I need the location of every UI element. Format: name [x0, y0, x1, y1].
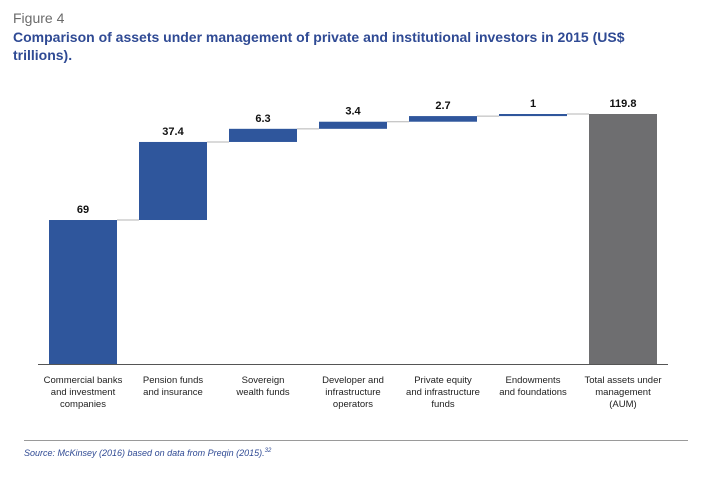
- bar: [139, 141, 207, 221]
- source-text: Source: McKinsey (2016) based on data fr…: [24, 448, 265, 458]
- data-label: 3.4: [345, 106, 361, 118]
- bar: [49, 220, 117, 364]
- category-label: Sovereign wealth funds: [235, 375, 290, 398]
- category-label-line: Endowments: [506, 375, 561, 386]
- category-label-line: infrastructure: [325, 387, 380, 398]
- source-note: Source: McKinsey (2016) based on data fr…: [24, 448, 271, 458]
- source-reference: 32: [264, 448, 272, 454]
- bar: [319, 121, 387, 129]
- category-label-line: Developer and: [322, 375, 384, 386]
- bar: [409, 116, 477, 122]
- category-label-line: Sovereign: [242, 375, 285, 386]
- category-label-line: Commercial banks: [44, 375, 123, 386]
- data-label: 2.7: [435, 100, 450, 112]
- data-label: 37.4: [162, 126, 184, 138]
- category-label-line: Private equity: [414, 375, 472, 386]
- category-label-line: management: [595, 387, 651, 398]
- category-label: Developer and infrastructure operators: [322, 375, 384, 410]
- category-label-line: and foundations: [499, 387, 567, 398]
- category-label: Total assets under management (AUM): [584, 375, 661, 410]
- data-label: 1: [530, 98, 536, 110]
- category-label-line: (AUM): [609, 399, 636, 410]
- data-label: 6.3: [255, 113, 270, 125]
- category-label-line: funds: [431, 399, 454, 410]
- category-label: Pension funds and insurance: [143, 375, 203, 398]
- category-label-line: companies: [60, 399, 106, 410]
- bar: [229, 128, 297, 142]
- category-label-line: and investment: [51, 387, 116, 398]
- category-label-line: wealth funds: [235, 387, 290, 398]
- category-label-line: Pension funds: [143, 375, 203, 386]
- category-label-line: Total assets under: [584, 375, 661, 386]
- category-label-line: and insurance: [143, 387, 203, 398]
- bar: [499, 114, 567, 117]
- data-label: 119.8: [610, 98, 637, 110]
- category-label: Private equity and infrastructure funds: [406, 375, 480, 410]
- footer-rule: [24, 440, 688, 441]
- figure-label: Figure 4: [13, 10, 65, 26]
- total-bar: [589, 114, 657, 364]
- category-label-line: operators: [333, 399, 373, 410]
- data-label: 69: [77, 204, 89, 216]
- category-label: Endowments and foundations: [499, 375, 567, 398]
- category-label-line: and infrastructure: [406, 387, 480, 398]
- chart-title: Comparison of assets under management of…: [13, 29, 625, 63]
- category-label: Commercial banks and investment companies: [44, 375, 123, 410]
